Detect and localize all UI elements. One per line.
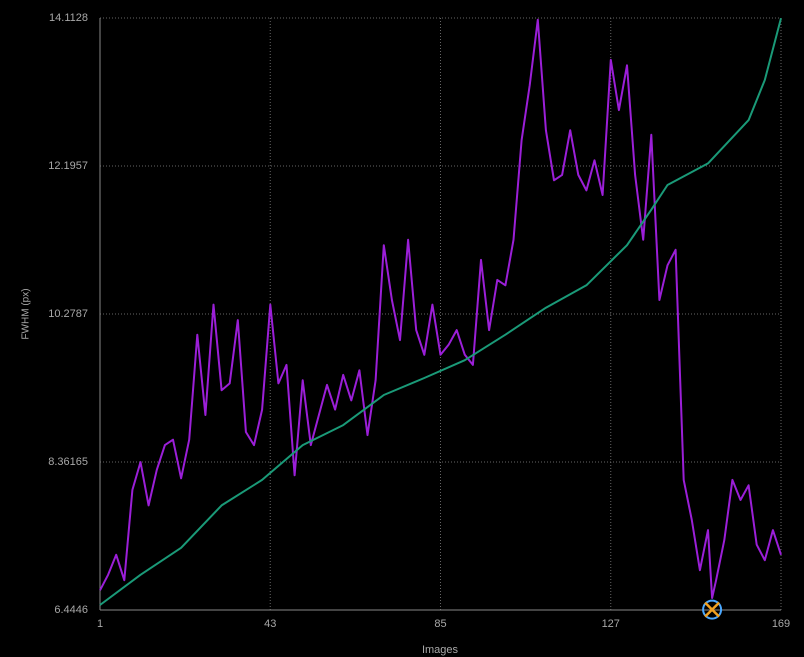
x-axis-label: Images — [422, 644, 459, 656]
x-tick-label: 169 — [772, 618, 790, 630]
highlight-cross — [704, 601, 720, 618]
x-tick-label: 127 — [602, 618, 620, 630]
x-tick-label: 43 — [264, 618, 276, 630]
y-tick-label: 8.36165 — [48, 456, 88, 468]
series-line — [99, 18, 782, 599]
highlight-marker — [702, 599, 723, 620]
y-tick-label: 6.4446 — [54, 604, 88, 616]
x-tick-label: 85 — [434, 618, 446, 630]
x-tick-label: 1 — [97, 618, 103, 630]
y-tick-label: 14.1128 — [49, 12, 88, 24]
y-axis-label: FWHM (px) — [21, 288, 32, 339]
series-line — [99, 17, 782, 606]
y-tick-label: 12.1957 — [48, 160, 88, 172]
y-tick-label: 10.2787 — [48, 308, 88, 320]
